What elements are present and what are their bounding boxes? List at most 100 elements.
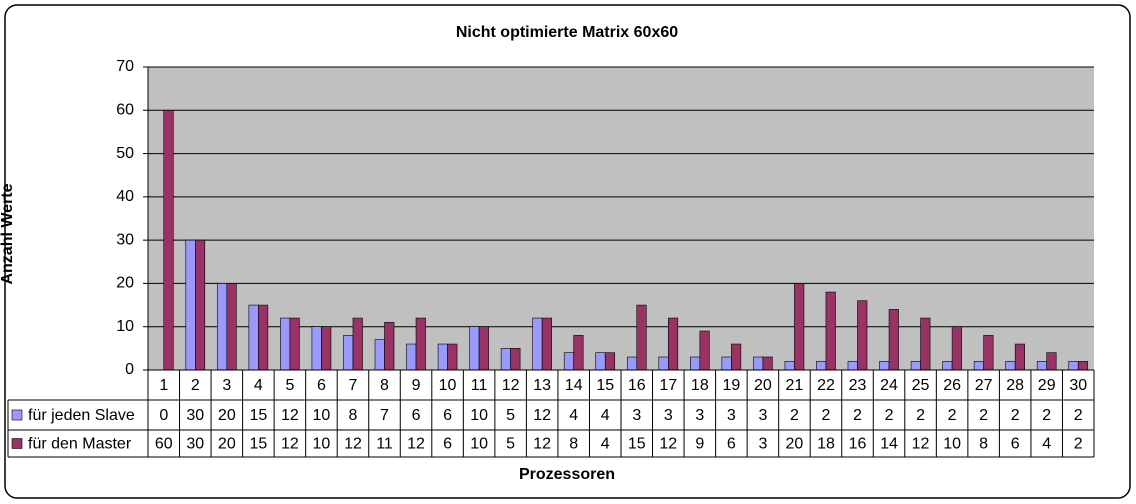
table-value: 3 xyxy=(758,436,767,453)
bar xyxy=(1036,361,1047,371)
bar xyxy=(510,348,521,371)
x-tick-label: 28 xyxy=(1006,377,1024,394)
x-axis-label: Prozessoren xyxy=(519,466,615,483)
x-tick-label: 14 xyxy=(565,377,583,394)
x-tick-label: 29 xyxy=(1038,377,1056,394)
x-tick-label: 30 xyxy=(1069,377,1087,394)
bar xyxy=(951,326,962,371)
plot-area xyxy=(148,67,1094,370)
bar xyxy=(690,356,701,371)
table-value: 15 xyxy=(249,436,267,453)
bar xyxy=(1014,343,1025,371)
x-tick-label: 20 xyxy=(754,377,772,394)
x-tick-label: 10 xyxy=(439,377,457,394)
table-value: 12 xyxy=(281,407,299,424)
table-value: 12 xyxy=(344,436,362,453)
table-value: 10 xyxy=(470,436,488,453)
table-value: 7 xyxy=(380,407,389,424)
bar xyxy=(721,356,732,371)
x-tick-label: 21 xyxy=(786,377,804,394)
table-value: 6 xyxy=(727,436,736,453)
table-value: 3 xyxy=(727,407,736,424)
bar xyxy=(478,326,489,371)
bar xyxy=(415,317,426,371)
x-tick-label: 7 xyxy=(349,377,358,394)
table-value: 0 xyxy=(159,407,168,424)
bar xyxy=(352,317,363,371)
y-tick-label: 20 xyxy=(116,275,134,292)
bar xyxy=(658,356,669,371)
bar xyxy=(406,343,417,371)
table-value: 20 xyxy=(786,436,804,453)
bar xyxy=(437,343,448,371)
table-value: 2 xyxy=(979,407,988,424)
table-value: 12 xyxy=(281,436,299,453)
bar xyxy=(1046,352,1057,371)
bar xyxy=(532,317,543,371)
x-tick-label: 2 xyxy=(191,377,200,394)
x-tick-label: 15 xyxy=(596,377,614,394)
x-tick-label: 26 xyxy=(943,377,961,394)
x-tick-label: 27 xyxy=(975,377,993,394)
bar xyxy=(857,300,868,371)
x-tick-label: 16 xyxy=(628,377,646,394)
table-value: 30 xyxy=(186,436,204,453)
bar xyxy=(847,361,858,371)
bar xyxy=(289,317,300,371)
table-value: 2 xyxy=(790,407,799,424)
table-value: 12 xyxy=(407,436,425,453)
y-tick-label: 60 xyxy=(116,102,134,119)
bar xyxy=(910,361,921,371)
table-value: 4 xyxy=(601,436,610,453)
table-value: 2 xyxy=(916,407,925,424)
table-value: 11 xyxy=(376,436,393,453)
bar xyxy=(604,352,616,371)
table-value: 30 xyxy=(186,407,204,424)
bar xyxy=(794,283,805,371)
bar xyxy=(563,352,575,371)
x-tick-label: 5 xyxy=(285,377,294,394)
table-value: 2 xyxy=(853,407,862,424)
table-value: 4 xyxy=(601,407,610,424)
table-value: 8 xyxy=(979,436,988,453)
table-value: 5 xyxy=(506,436,515,453)
x-tick-label: 22 xyxy=(817,377,835,394)
table-value: 14 xyxy=(880,436,898,453)
bar xyxy=(185,239,196,371)
x-tick-label: 13 xyxy=(533,377,551,394)
y-tick-label: 30 xyxy=(116,231,134,248)
legend-label: für den Master xyxy=(28,436,132,453)
y-tick-label: 0 xyxy=(125,361,134,378)
bar xyxy=(636,304,647,371)
bar xyxy=(699,330,710,371)
x-tick-label: 23 xyxy=(849,377,867,394)
table-value: 18 xyxy=(817,436,835,453)
bar xyxy=(541,317,552,371)
bar xyxy=(762,356,773,371)
table-value: 60 xyxy=(155,436,173,453)
bar xyxy=(469,326,480,371)
x-tick-label: 17 xyxy=(659,377,677,394)
bar xyxy=(626,356,638,371)
table-value: 2 xyxy=(885,407,894,424)
table-value: 10 xyxy=(470,407,488,424)
table-value: 12 xyxy=(659,436,677,453)
bar xyxy=(753,356,764,371)
table-value: 6 xyxy=(412,407,421,424)
table-value: 5 xyxy=(506,407,515,424)
table-value: 3 xyxy=(695,407,704,424)
table-value: 12 xyxy=(912,436,930,453)
x-tick-label: 24 xyxy=(880,377,898,394)
bar xyxy=(500,348,511,371)
x-tick-label: 11 xyxy=(471,377,488,394)
table-value: 2 xyxy=(1011,407,1020,424)
x-tick-label: 3 xyxy=(222,377,231,394)
table-value: 2 xyxy=(948,407,957,424)
bar xyxy=(374,339,385,371)
x-tick-label: 8 xyxy=(380,377,389,394)
table-value: 10 xyxy=(313,436,331,453)
bar xyxy=(195,239,206,371)
legend-label: für jeden Slave xyxy=(28,407,135,424)
